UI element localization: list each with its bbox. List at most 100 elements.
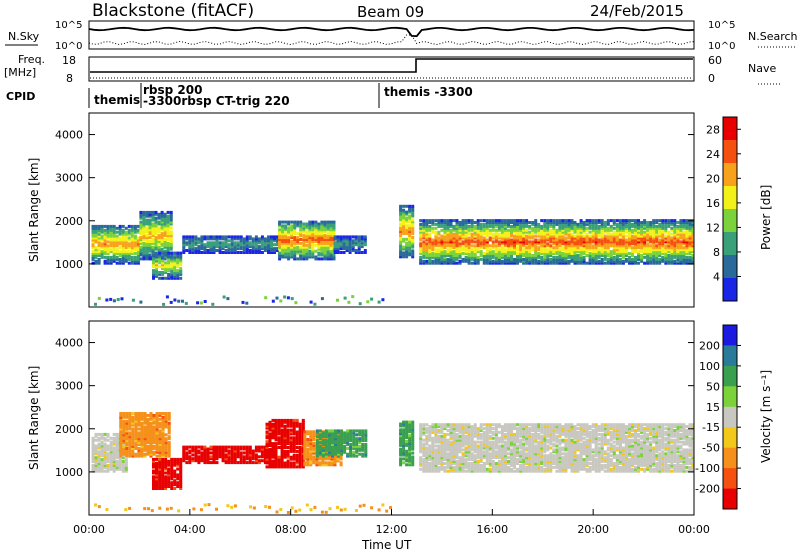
echo-cell <box>408 230 412 233</box>
echo-cell <box>324 463 328 467</box>
echo-cell <box>260 447 264 451</box>
echo-cell <box>154 251 158 255</box>
echo-cell <box>152 425 156 429</box>
echo-cell <box>278 243 282 247</box>
echo-cell <box>579 257 583 261</box>
echo-cell <box>661 238 665 242</box>
echo-cell <box>519 222 523 226</box>
echo-cell <box>263 445 267 449</box>
echo-cell <box>302 240 306 243</box>
echo-cell <box>603 255 607 259</box>
echo-cell <box>163 234 167 238</box>
echo-cell <box>236 445 240 449</box>
echo-cell <box>109 436 113 440</box>
echo-cell <box>561 248 565 252</box>
echo-cell <box>320 249 324 253</box>
echo-cell <box>277 446 281 449</box>
echo-cell <box>646 248 650 252</box>
echo-cell <box>479 246 483 250</box>
echo-cell <box>149 452 153 456</box>
echo-cell <box>540 255 544 259</box>
echo-cell <box>152 437 156 441</box>
echo-cell <box>188 451 192 455</box>
echo-cell <box>158 429 162 433</box>
echo-cell <box>476 244 480 248</box>
echo-cell <box>143 433 147 437</box>
echo-cell <box>286 453 290 457</box>
echo-cell <box>612 261 616 265</box>
echo-cell <box>161 259 165 263</box>
echo-cell <box>479 228 483 232</box>
echo-cell <box>302 234 306 238</box>
echo-cell <box>358 429 362 433</box>
echo-cell <box>336 235 340 239</box>
echo-cell <box>337 446 340 450</box>
echo-cell <box>148 232 152 236</box>
echo-cell <box>603 230 607 234</box>
echo-cell <box>142 212 146 216</box>
echo-cell <box>470 228 474 232</box>
echo-cell <box>224 445 228 449</box>
echo-cell <box>314 228 318 232</box>
echo-cell <box>106 234 110 238</box>
echo-cell <box>628 259 631 263</box>
echo-cell <box>603 252 607 255</box>
echo-cell <box>685 226 689 230</box>
echo-cell <box>277 424 281 428</box>
echo-cell <box>503 254 507 257</box>
echo-cell <box>600 248 604 252</box>
echo-cell <box>298 459 302 463</box>
echo-cell <box>628 252 631 255</box>
echo-cell <box>491 234 495 238</box>
echo-cell <box>245 241 249 245</box>
echo-cell <box>290 253 294 257</box>
echo-cell <box>124 469 128 473</box>
echo-cell <box>283 432 287 436</box>
echo-cell <box>549 221 553 224</box>
echo-cell <box>667 222 671 226</box>
echo-cell <box>612 221 616 224</box>
echo-cell <box>449 224 453 228</box>
echo-cell <box>233 455 237 459</box>
echo-cell <box>119 433 123 437</box>
echo-cell <box>312 445 316 449</box>
echo-cell <box>170 461 174 465</box>
echo-cell <box>348 249 352 252</box>
echo-cell <box>152 487 155 490</box>
echo-cell <box>302 236 306 240</box>
echo-cell <box>600 224 604 228</box>
colorbar-tick-label: 12 <box>706 221 720 234</box>
echo-cell <box>402 253 406 257</box>
echo-cell <box>473 259 477 263</box>
echo-cell <box>585 246 589 250</box>
echo-cell <box>248 243 252 247</box>
echo-cell <box>115 456 119 460</box>
echo-cell <box>151 230 155 234</box>
echo-cell <box>160 222 164 226</box>
echo-cell <box>318 429 322 433</box>
echo-cell <box>408 218 412 222</box>
echo-cell <box>311 232 315 236</box>
echo-cell <box>154 245 158 249</box>
echo-cell <box>446 232 450 236</box>
echo-cell <box>531 254 535 257</box>
echo-cell <box>352 443 356 446</box>
echo-cell <box>209 451 213 455</box>
echo-cell <box>621 246 625 250</box>
echo-cell <box>118 238 122 242</box>
echo-cell <box>263 241 267 245</box>
echo-cell <box>640 234 644 238</box>
echo-cell <box>155 450 159 454</box>
echo-cell <box>287 230 291 234</box>
echo-cell <box>543 257 547 261</box>
echo-cell <box>328 431 331 435</box>
echo-cell <box>305 236 309 240</box>
echo-cell <box>271 444 275 448</box>
echo-cell <box>377 300 381 304</box>
echo-cell <box>564 255 568 259</box>
echo-cell <box>152 457 155 461</box>
echo-cell <box>679 261 683 265</box>
echo-cell <box>305 224 309 228</box>
echo-cell <box>664 254 668 257</box>
echo-cell <box>173 265 177 269</box>
